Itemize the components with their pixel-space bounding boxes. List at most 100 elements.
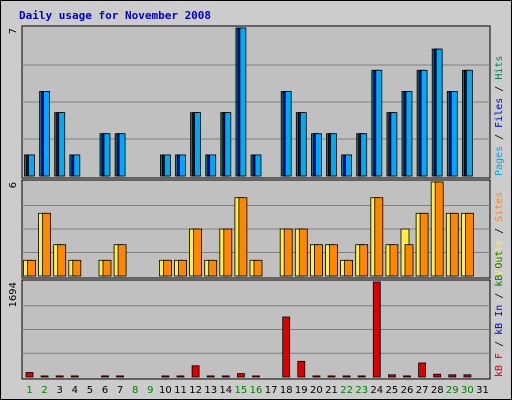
bar-pages-26 bbox=[405, 91, 413, 177]
bar-sites-7 bbox=[117, 244, 127, 277]
bar-sites-25 bbox=[389, 244, 399, 277]
day-label-11: 11 bbox=[174, 385, 187, 396]
bar-pages-16 bbox=[254, 154, 262, 177]
bar-kb-f-11 bbox=[176, 375, 185, 378]
bar-sites-29 bbox=[449, 212, 459, 277]
bar-sites-2 bbox=[42, 212, 51, 277]
bar-pages-4 bbox=[73, 154, 81, 177]
panel-3: 1694 kB F / kB In / kB Out bbox=[8, 251, 505, 380]
bar-kb-f-6 bbox=[101, 375, 109, 378]
bar-kb-f-4 bbox=[70, 375, 79, 378]
bar-sites-16 bbox=[253, 259, 263, 277]
side-legend-part-4: Hits bbox=[494, 56, 505, 80]
side-legend: kB F / kB In / kB Out bbox=[494, 251, 505, 377]
side-legend-part-2: Sites bbox=[494, 192, 505, 222]
bar-pages-28 bbox=[435, 48, 443, 177]
side-legend-part-0: Pages bbox=[494, 146, 505, 176]
panel-1: 7 Pages / Files / Hits bbox=[8, 25, 505, 179]
bar-pages-24 bbox=[375, 69, 383, 177]
bar-sites-11 bbox=[178, 259, 187, 277]
day-label-19: 19 bbox=[295, 385, 308, 396]
day-label-31: 31 bbox=[476, 385, 489, 396]
bar-pages-18 bbox=[284, 91, 292, 177]
bar-kb-f-29 bbox=[448, 374, 457, 378]
day-label-30: 30 bbox=[461, 385, 474, 396]
bar-kb-f-2 bbox=[40, 375, 49, 378]
bar-sites-14 bbox=[223, 228, 233, 277]
bar-sites-28 bbox=[434, 181, 444, 277]
bar-kb-f-1 bbox=[25, 372, 34, 378]
day-label-20: 20 bbox=[310, 385, 323, 396]
bar-kb-f-3 bbox=[55, 375, 64, 378]
bar-sites-3 bbox=[57, 244, 67, 277]
side-legend: Visits / Sites bbox=[494, 192, 505, 276]
bar-sites-26 bbox=[404, 244, 414, 277]
side-legend-part-2: Files bbox=[494, 98, 505, 128]
bar-pages-13 bbox=[209, 154, 217, 177]
side-legend-part-3: / bbox=[494, 287, 505, 305]
bar-sites-13 bbox=[208, 259, 218, 277]
day-label-12: 12 bbox=[189, 385, 202, 396]
day-label-24: 24 bbox=[370, 385, 383, 396]
day-label-18: 18 bbox=[280, 385, 293, 396]
bar-sites-1 bbox=[27, 259, 36, 277]
bar-kb-f-26 bbox=[403, 375, 411, 378]
bar-kb-f-30 bbox=[463, 374, 472, 378]
bar-sites-4 bbox=[72, 259, 82, 277]
bar-pages-27 bbox=[420, 69, 428, 177]
bar-pages-7 bbox=[118, 133, 126, 177]
bar-kb-f-22 bbox=[342, 375, 351, 378]
bar-sites-19 bbox=[298, 228, 308, 277]
bar-sites-15 bbox=[238, 197, 248, 277]
day-label-28: 28 bbox=[431, 385, 444, 396]
bar-kb-f-20 bbox=[312, 375, 321, 378]
chart-title: Daily usage for November 2008 bbox=[19, 9, 211, 22]
bar-pages-23 bbox=[360, 133, 368, 177]
bar-pages-19 bbox=[299, 112, 307, 177]
bar-sites-12 bbox=[193, 228, 203, 277]
bar-kb-f-16 bbox=[252, 375, 260, 378]
bar-kb-f-25 bbox=[387, 374, 396, 378]
day-label-6: 6 bbox=[102, 385, 108, 396]
bar-pages-21 bbox=[330, 133, 337, 177]
day-label-1: 1 bbox=[26, 385, 32, 396]
bar-kb-f-10 bbox=[161, 375, 170, 378]
side-legend-part-0: kB F bbox=[494, 353, 505, 377]
side-legend-part-2: kB In bbox=[494, 305, 505, 335]
bar-kb-f-13 bbox=[206, 375, 215, 378]
panel-2: 6 Visits / Sites bbox=[8, 179, 505, 279]
day-label-23: 23 bbox=[355, 385, 368, 396]
bar-sites-6 bbox=[102, 259, 112, 277]
bar-kb-f-27 bbox=[418, 362, 427, 378]
bar-pages-14 bbox=[224, 112, 232, 177]
bar-kb-f-28 bbox=[433, 373, 442, 378]
ymax-label: 6 bbox=[8, 182, 19, 188]
bar-pages-30 bbox=[465, 69, 473, 177]
side-legend-part-0: Visits bbox=[494, 240, 505, 276]
day-label-27: 27 bbox=[416, 385, 429, 396]
bar-sites-23 bbox=[359, 244, 369, 277]
day-label-22: 22 bbox=[340, 385, 353, 396]
bar-pages-12 bbox=[194, 112, 202, 177]
day-label-26: 26 bbox=[401, 385, 414, 396]
bar-pages-11 bbox=[179, 154, 186, 177]
bar-kb-f-15 bbox=[236, 373, 245, 378]
day-label-16: 16 bbox=[250, 385, 263, 396]
bar-pages-29 bbox=[450, 91, 458, 177]
side-legend-part-1: / bbox=[494, 335, 505, 353]
day-label-14: 14 bbox=[219, 385, 232, 396]
bar-pages-10 bbox=[163, 154, 171, 177]
day-label-10: 10 bbox=[159, 385, 172, 396]
bar-pages-20 bbox=[314, 133, 322, 177]
bar-pages-2 bbox=[43, 91, 50, 177]
day-label-25: 25 bbox=[386, 385, 399, 396]
bar-pages-3 bbox=[58, 112, 66, 177]
bar-kb-f-23 bbox=[357, 375, 366, 378]
day-label-17: 17 bbox=[265, 385, 278, 396]
side-legend: Pages / Files / Hits bbox=[494, 56, 505, 176]
bar-pages-6 bbox=[103, 133, 111, 177]
day-label-9: 9 bbox=[147, 385, 153, 396]
bar-kb-f-21 bbox=[327, 375, 336, 378]
bar-kb-f-24 bbox=[372, 281, 381, 378]
